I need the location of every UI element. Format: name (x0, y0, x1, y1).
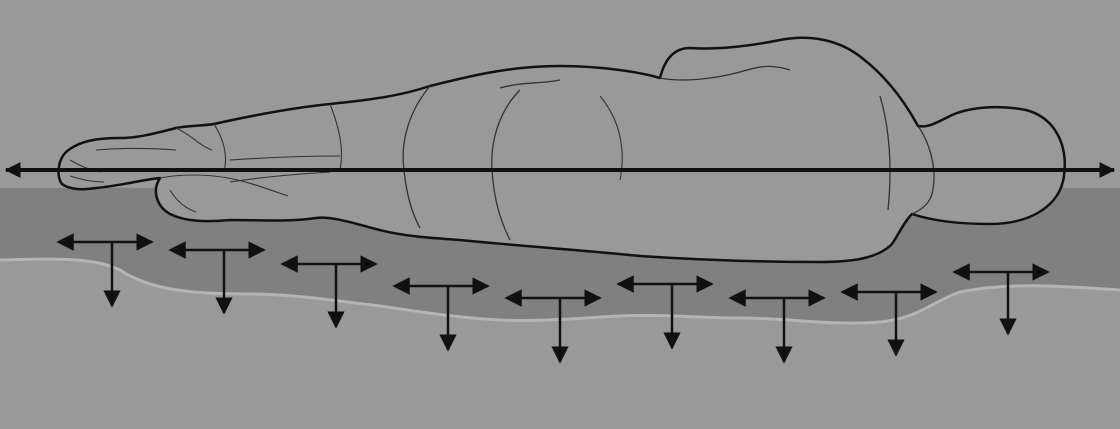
force-arrow (504, 289, 602, 364)
force-arrow (952, 263, 1050, 336)
force-arrows (56, 233, 1050, 364)
force-arrow (840, 283, 938, 357)
force-arrow (728, 289, 826, 364)
mattress-edge-line (0, 257, 1120, 325)
body-detail-line (659, 65, 791, 81)
body-detail-line (95, 147, 177, 151)
body-detail-line (879, 95, 891, 211)
body-detail-line (175, 127, 213, 151)
force-arrow (280, 255, 378, 329)
force-arrow (56, 233, 154, 308)
body-detail-line (169, 189, 197, 213)
body-detail-line (499, 79, 561, 89)
body-detail-line (229, 155, 341, 161)
force-arrow (168, 241, 266, 315)
force-arrow (392, 277, 490, 352)
force-arrow (616, 275, 714, 350)
